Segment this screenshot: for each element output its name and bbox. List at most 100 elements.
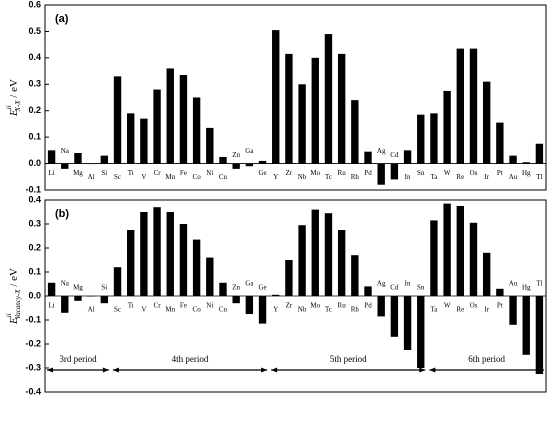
- period-label: 5th period: [330, 354, 367, 364]
- y-axis-label: EiiVacancy-X / eV: [5, 268, 22, 325]
- x-category-label: Os: [470, 302, 478, 310]
- x-category-label: Co: [193, 306, 202, 314]
- bar: [140, 212, 148, 296]
- x-category-label: Ti: [128, 302, 134, 310]
- bar: [47, 150, 56, 164]
- x-category-label: Sn: [417, 284, 425, 292]
- x-category-label: Na: [61, 280, 70, 288]
- x-category-label: V: [141, 306, 146, 314]
- bar: [417, 296, 425, 368]
- x-category-label: Cr: [154, 302, 162, 310]
- x-category-label: W: [444, 302, 451, 310]
- bar: [232, 296, 240, 304]
- y-tick-label: 0.0: [28, 290, 41, 300]
- y-tick-label: 0.1: [28, 266, 41, 276]
- y-tick-label: -0.1: [25, 184, 41, 194]
- x-category-label: Pd: [364, 169, 372, 177]
- x-category-label: Re: [456, 306, 464, 314]
- x-category-label: Ni: [206, 169, 213, 177]
- x-category-label: Nb: [298, 173, 307, 181]
- y-tick-label: 0.5: [28, 26, 41, 36]
- x-category-label: Mo: [310, 169, 320, 177]
- period-label: 6th period: [468, 354, 505, 364]
- y-tick-label: -0.4: [25, 386, 41, 396]
- bar: [377, 163, 385, 185]
- bar: [298, 84, 306, 164]
- bar: [166, 68, 174, 164]
- y-tick-label: -0.1: [25, 314, 41, 324]
- x-category-label: Ta: [430, 306, 438, 314]
- x-category-label: Fe: [180, 169, 187, 177]
- x-category-label: Ga: [245, 147, 254, 155]
- x-category-label: Ru: [338, 169, 347, 177]
- x-category-label: Sc: [114, 306, 121, 314]
- y-tick-label: 0.6: [28, 0, 41, 9]
- x-category-label: Cu: [219, 173, 228, 181]
- y-label-sup: ii: [5, 313, 13, 317]
- y-tick-label: 0.3: [28, 79, 41, 89]
- x-category-label: Sn: [417, 169, 425, 177]
- bar: [377, 296, 385, 317]
- x-category-label: Ir: [484, 306, 489, 314]
- y-tick-label: -0.2: [25, 338, 41, 348]
- bar: [298, 225, 306, 296]
- bar: [87, 296, 95, 297]
- x-category-label: Mg: [73, 284, 83, 292]
- x-category-label: In: [405, 173, 411, 181]
- bar: [285, 260, 293, 296]
- y-label-main: E: [8, 109, 20, 117]
- bar: [351, 255, 359, 296]
- period-label: 3rd period: [59, 354, 97, 364]
- bar: [245, 296, 254, 314]
- bar: [232, 163, 240, 169]
- panel-label: (a): [55, 13, 69, 25]
- bar: [403, 150, 412, 164]
- x-category-label: Hg: [522, 169, 531, 177]
- bar: [272, 30, 280, 164]
- bar: [403, 296, 412, 350]
- bar: [430, 220, 438, 296]
- x-category-label: Y: [273, 173, 278, 181]
- x-category-label: Cu: [219, 306, 228, 314]
- y-tick-label: 0.4: [28, 194, 41, 204]
- y-label-sup: ii: [5, 105, 13, 109]
- x-category-label: Ir: [484, 173, 489, 181]
- bar: [390, 163, 399, 180]
- x-category-label: Cr: [154, 169, 162, 177]
- bar: [87, 163, 95, 165]
- bar: [127, 230, 135, 296]
- x-category-label: Ti: [128, 169, 134, 177]
- bar: [206, 127, 214, 164]
- bar: [482, 252, 491, 296]
- bar: [100, 155, 109, 164]
- bar: [272, 294, 280, 296]
- y-tick-label: 0.1: [28, 132, 41, 142]
- x-category-label: Nb: [298, 306, 307, 314]
- y-tick-label: 0.3: [28, 218, 41, 228]
- bar: [311, 57, 319, 164]
- x-category-label: Hg: [522, 284, 531, 292]
- plot-frame: [44, 4, 547, 191]
- bar: [245, 163, 254, 167]
- y-tick-label: 0.0: [28, 158, 41, 168]
- bar: [509, 155, 517, 164]
- bar: [469, 48, 478, 164]
- bar: [47, 282, 56, 296]
- x-category-label: Ga: [245, 280, 254, 288]
- bar: [337, 230, 346, 296]
- bar: [324, 213, 333, 296]
- bar: [311, 209, 319, 296]
- x-category-label: Au: [509, 280, 518, 288]
- x-category-label: Rh: [351, 306, 360, 314]
- bar: [192, 97, 201, 164]
- y-label-unit: / eV: [8, 268, 20, 289]
- x-category-label: Tl: [536, 173, 542, 181]
- bar: [443, 90, 451, 164]
- x-category-label: Li: [48, 169, 54, 177]
- bar: [522, 296, 530, 355]
- bar: [140, 118, 148, 164]
- x-category-label: Zn: [232, 151, 240, 159]
- bar: [127, 113, 135, 164]
- x-category-label: Co: [193, 173, 202, 181]
- x-category-label: Si: [101, 169, 107, 177]
